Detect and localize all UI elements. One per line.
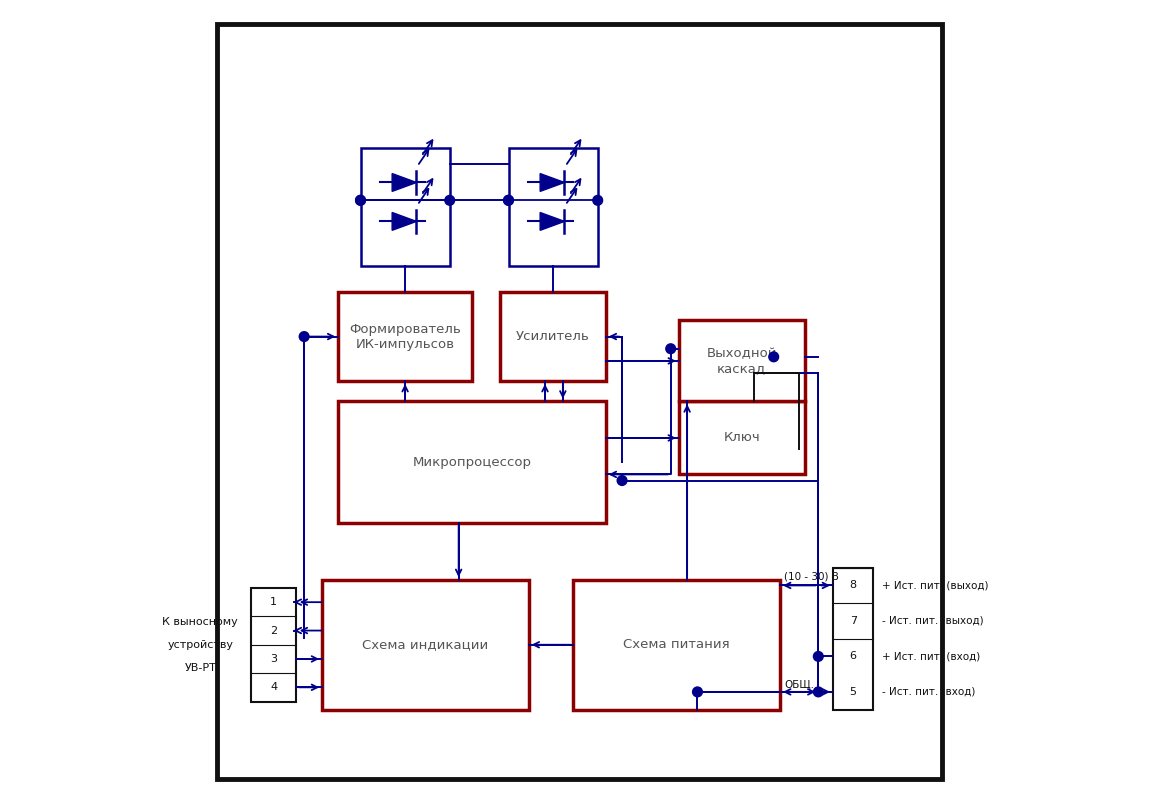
Circle shape: [813, 651, 823, 661]
Text: К выносному

устройству

УВ-РТ: К выносному устройству УВ-РТ: [163, 616, 238, 673]
Text: ОБЩ.: ОБЩ.: [784, 680, 814, 689]
Text: 2: 2: [270, 625, 277, 636]
Circle shape: [693, 687, 702, 697]
Bar: [216, 24, 942, 779]
Polygon shape: [540, 212, 564, 230]
Text: 8: 8: [850, 581, 857, 590]
Bar: [338, 401, 606, 523]
Text: Формирователь
ИК-импульсов: Формирователь ИК-импульсов: [349, 323, 461, 350]
Circle shape: [299, 332, 309, 341]
Text: 4: 4: [270, 682, 277, 693]
Circle shape: [593, 195, 602, 205]
Polygon shape: [392, 174, 416, 191]
Bar: [573, 580, 780, 710]
Circle shape: [444, 195, 455, 205]
Bar: [679, 320, 805, 401]
Text: - Ист. пит. (выход): - Ист. пит. (выход): [882, 616, 983, 626]
Text: + Ист. пит. (выход): + Ист. пит. (выход): [882, 581, 989, 590]
Bar: [251, 588, 297, 702]
Circle shape: [504, 195, 513, 205]
Text: Ключ: Ключ: [723, 431, 761, 444]
Bar: [338, 292, 472, 381]
Circle shape: [813, 687, 823, 697]
Text: 6: 6: [850, 651, 857, 662]
Text: Усилитель: Усилитель: [516, 330, 590, 343]
Bar: [508, 148, 598, 265]
Circle shape: [356, 195, 365, 205]
Text: 3: 3: [270, 654, 277, 664]
Polygon shape: [540, 174, 564, 191]
Bar: [833, 568, 873, 710]
Bar: [361, 148, 450, 265]
Text: Схема индикации: Схема индикации: [362, 638, 488, 651]
Text: Схема питания: Схема питания: [623, 638, 730, 651]
Circle shape: [504, 195, 513, 205]
Bar: [322, 580, 529, 710]
Bar: [679, 401, 805, 474]
Circle shape: [356, 195, 365, 205]
Text: 7: 7: [850, 616, 857, 626]
Text: (10 - 30) В: (10 - 30) В: [784, 572, 840, 581]
Circle shape: [618, 475, 627, 485]
Polygon shape: [392, 212, 416, 230]
Text: Микропроцессор: Микропроцессор: [413, 456, 531, 469]
Text: 5: 5: [850, 687, 857, 697]
Text: + Ист. пит. (вход): + Ист. пит. (вход): [882, 651, 979, 662]
Text: - Ист. пит. (вход): - Ист. пит. (вход): [882, 687, 975, 697]
Text: 1: 1: [270, 597, 277, 607]
Bar: [500, 292, 606, 381]
Text: Выходной
каскад: Выходной каскад: [706, 347, 777, 375]
Circle shape: [666, 344, 676, 354]
Circle shape: [769, 352, 778, 362]
